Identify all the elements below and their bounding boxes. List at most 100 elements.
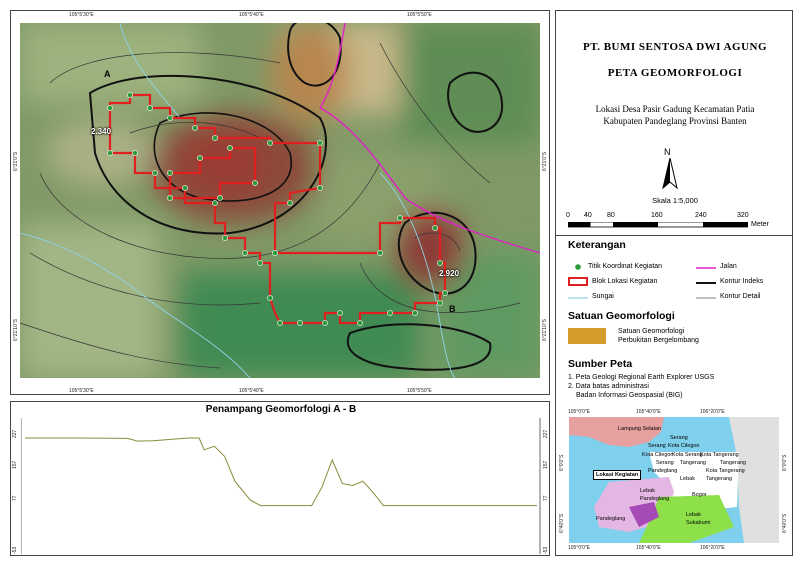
inset-place: Serang [648,443,666,449]
inset-place: Tangerang [720,460,746,466]
inset-place: Lebak [680,476,695,482]
divider [556,235,792,236]
point-a-label: A [104,69,111,79]
bottom-coord-1: 105°5'30"E [69,388,94,394]
legend-item-kontur-indeks: Kontur Indeks [720,278,764,285]
index-contour-symbol [696,282,716,284]
top-coord-3: 105°5'50"E [407,12,432,18]
coordinate-points [107,92,448,326]
inset-place: Sukabumi [686,520,711,526]
inset-place: Lampung Selatan [618,426,662,432]
left-coord-2: 6°21'10"S [13,319,19,341]
inset-place: Pandeglang [596,516,626,522]
bottom-coord-2: 105°5'40"E [239,388,264,394]
scale-tick-40: 40 [584,212,592,219]
keterangan-title: Keterangan [568,239,626,251]
inset-place: Lebak [686,512,701,518]
inset-callout: Lokasi Kegiatan [593,470,642,480]
inset-place: Kota Cilegon [668,443,700,449]
satuan-title: Satuan Geomorfologi [568,310,675,322]
legend-item-jalan: Jalan [720,263,737,270]
legend-item-kontur-detail: Kontur Detail [720,293,761,300]
sumber-line-1: 1. Peta Geologi Regional Earth Explorer … [568,374,715,381]
elevation-label-2: 2.920 [439,269,460,278]
inset-right-coord-1: 6°0'0"S [782,454,788,471]
legend-frame: PT. BUMI SENTOSA DWI AGUNG PETA GEOMORFO… [555,10,793,556]
top-coord-1: 105°5'30"E [69,12,94,18]
right-coord-1: 6°21'0"S [542,151,548,171]
sumber-title: Sumber Peta [568,358,633,370]
right-coord-2: 6°21'10"S [542,319,548,341]
satuan-swatch [568,328,606,344]
legend-item-sungai: Sungai [592,293,614,300]
contour-lines [20,23,521,371]
coordinate-point-symbol [575,264,581,270]
block-symbol [568,277,588,286]
bottom-coord-3: 105°5'50"E [407,388,432,394]
scale-bar [568,222,748,228]
inset-place: Kota Tangerang [700,452,739,458]
profile-chart [21,418,541,554]
top-coord-2: 105°5'40"E [239,12,264,18]
scale-tick-0: 0 [566,212,570,219]
inset-place: Kota Cilegon [642,452,674,458]
y-tick-left-4: -53 [12,546,18,554]
y-tick-left-1: 227 [12,429,18,438]
elevation-label-1: 2.340 [91,127,112,136]
north-arrow-icon [662,158,678,190]
sumber-line-2: 2. Data batas administrasi [568,383,649,390]
satuan-label-1: Satuan Geomorfologi [618,328,685,335]
y-tick-left-2: 157 [12,460,18,469]
inset-bottom-coord-3: 106°20'0"E [700,545,725,551]
inset-map [569,417,779,543]
river-symbol [568,297,588,299]
map-title: PETA GEOMORFOLOGI [607,67,743,79]
y-tick-right-3: 77 [543,495,549,501]
sumber-line-3: Badan Informasi Geospasial (BIG) [576,392,683,399]
road-lines [319,23,540,254]
north-label: N [664,147,671,157]
inset-place: Pandeglang [640,496,670,502]
legend-item-blok: Blok Lokasi Kegiatan [592,278,658,285]
company-name: PT. BUMI SENTOSA DWI AGUNG [582,41,768,53]
inset-place: Kota Tangerang [706,468,745,474]
location-line-2: Kabupaten Pandeglang Provinsi Banten [603,116,747,126]
scale-tick-320: 320 [737,212,749,219]
scale-unit: Meter [751,221,769,228]
inset-top-coord-2: 105°40'0"E [636,409,661,415]
legend-item-titik: Titik Koordinat Kegiatan [588,263,663,270]
inset-place: Lebak [640,488,655,494]
profile-line [25,437,537,507]
map-frame: 105°5'30"E 105°5'40"E 105°5'50"E 105°5'3… [10,10,550,395]
y-tick-right-4: -53 [543,546,549,554]
inset-place: Serang [670,435,688,441]
location-line-1: Lokasi Desa Pasir Gadung Kecamatan Patia [595,104,755,114]
profile-frame: Penampang Geomorfologi A - B 227 157 77 … [10,401,550,556]
profile-title: Penampang Geomorfologi A - B [205,404,357,415]
inset-left-coord-1: 6°0'0"S [559,454,565,471]
inset-place: Bogor [692,492,707,498]
point-b-label: B [449,304,456,314]
scale-tick-160: 160 [651,212,663,219]
map-canvas[interactable] [20,23,540,378]
inset-bottom-coord-1: 105°0'0"E [568,545,590,551]
inset-top-coord-1: 105°0'0"E [568,409,590,415]
y-tick-right-2: 157 [543,460,549,469]
y-tick-left-3: 77 [12,495,18,501]
inset-place: Kota Serang [672,452,703,458]
y-tick-right-1: 227 [543,429,549,438]
inset-left-coord-2: 6°40'0"S [559,513,565,533]
scale-tick-80: 80 [607,212,615,219]
inset-place: Tangerang [680,460,706,466]
inset-bottom-coord-2: 105°40'0"E [636,545,661,551]
inset-place: Serang [656,460,674,466]
road-symbol [696,267,716,269]
satuan-label-2: Perbukitan Bergelombang [618,337,699,344]
detail-contour-symbol [696,297,716,299]
scale-tick-240: 240 [695,212,707,219]
scale-text: Skala 1:5,000 [652,196,698,205]
inset-top-coord-3: 106°20'0"E [700,409,725,415]
inset-right-coord-2: 6°40'0"S [782,513,788,533]
inset-place: Tangerang [706,476,732,482]
inset-place: Pandeglang [648,468,678,474]
